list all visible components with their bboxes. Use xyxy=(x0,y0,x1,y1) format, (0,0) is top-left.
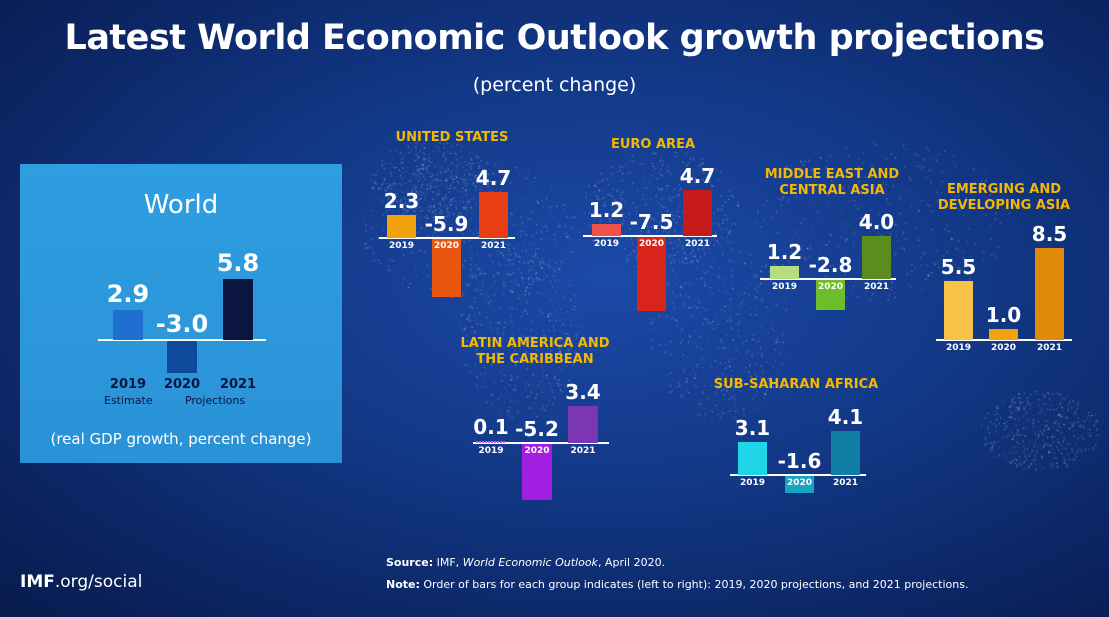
world-panel: World (real GDP growth, percent change) xyxy=(20,164,342,463)
bar-da-2021 xyxy=(1035,248,1064,340)
chart-title-ea: EURO AREA xyxy=(610,137,696,152)
page-title: Latest World Economic Outlook growth pro… xyxy=(64,18,1045,58)
chart-baseline-la xyxy=(473,442,609,444)
year-label-da-2020: 2020 xyxy=(990,343,1017,353)
value-label-us-2019: 2.3 xyxy=(383,189,420,214)
note-text: Order of bars for each group indicates (… xyxy=(423,578,969,591)
year-label-us-2021: 2021 xyxy=(480,241,507,251)
year-label-la-2020: 2020 xyxy=(524,446,550,456)
value-label-ssa-2021: 4.1 xyxy=(827,404,864,429)
year-label-da-2019: 2019 xyxy=(945,343,972,353)
bar-us-2020 xyxy=(432,239,461,297)
value-label-da-2019: 5.5 xyxy=(940,254,977,279)
bar-me-2019 xyxy=(770,266,799,279)
value-label-la-2020: -5.2 xyxy=(515,417,559,441)
bar-me-2020 xyxy=(816,280,845,311)
year-label-world-2019: 2019 xyxy=(109,377,147,392)
value-label-us-2021: 4.7 xyxy=(475,165,512,190)
brand-rest: .org/social xyxy=(54,572,143,592)
value-label-ea-2020: -7.5 xyxy=(629,210,674,234)
chart-baseline-ssa xyxy=(730,474,866,476)
year-label-ssa-2019: 2019 xyxy=(739,478,766,488)
chart-title-us: UNITED STATES xyxy=(395,130,509,145)
brand-bold: IMF xyxy=(20,572,55,592)
value-label-me-2020: -2.8 xyxy=(808,253,853,277)
chart-baseline-world xyxy=(98,339,266,341)
world-sublabel-projections: Projections xyxy=(184,394,246,407)
value-label-la-2021: 3.4 xyxy=(565,380,601,405)
world-sublabel-estimate: Estimate xyxy=(104,394,153,407)
year-label-ea-2019: 2019 xyxy=(593,239,620,249)
source-publication: World Economic Outlook xyxy=(462,556,598,569)
source-label: Source: xyxy=(386,556,434,569)
chart-baseline-ea xyxy=(583,235,717,237)
world-panel-title: World xyxy=(143,190,219,220)
chart-title-ssa: SUB-SAHARAN AFRICA xyxy=(713,377,879,392)
bar-la-2020 xyxy=(522,444,552,501)
year-label-la-2021: 2021 xyxy=(570,446,596,456)
bar-us-2019 xyxy=(387,215,416,238)
bar-world-2021 xyxy=(223,279,253,340)
source-text: IMF, xyxy=(436,556,463,569)
year-label-me-2021: 2021 xyxy=(863,282,890,292)
year-label-la-2019: 2019 xyxy=(478,446,504,456)
chart-title-la: LATIN AMERICA AND THE CARIBBEAN xyxy=(460,336,610,367)
chart-title-da: EMERGING AND DEVELOPING ASIA xyxy=(937,182,1071,213)
year-label-ea-2020: 2020 xyxy=(638,239,665,249)
bar-la-2021 xyxy=(568,406,598,443)
bar-ea-2021 xyxy=(683,189,712,236)
bar-ssa-2020 xyxy=(785,476,814,494)
value-label-world-2020: -3.0 xyxy=(155,310,209,338)
bar-us-2021 xyxy=(479,191,508,238)
source-note: Source: IMF, World Economic Outlook, Apr… xyxy=(386,556,665,569)
chart-baseline-us xyxy=(379,237,515,239)
value-label-da-2021: 8.5 xyxy=(1031,222,1068,247)
world-panel-caption: (real GDP growth, percent change) xyxy=(50,430,312,448)
value-label-ea-2021: 4.7 xyxy=(679,163,716,188)
year-label-ssa-2020: 2020 xyxy=(786,478,813,488)
value-label-world-2019: 2.9 xyxy=(106,279,150,308)
year-label-world-2021: 2021 xyxy=(219,377,257,392)
value-label-ea-2019: 1.2 xyxy=(588,198,625,223)
bar-ea-2020 xyxy=(637,237,666,311)
value-label-me-2019: 1.2 xyxy=(766,240,803,265)
year-label-me-2020: 2020 xyxy=(817,282,844,292)
bar-da-2019 xyxy=(944,280,973,340)
value-label-ssa-2019: 3.1 xyxy=(734,415,771,440)
bar-world-2019 xyxy=(113,309,143,340)
year-label-ssa-2021: 2021 xyxy=(832,478,859,488)
year-label-us-2019: 2019 xyxy=(388,241,415,251)
chart-title-me: MIDDLE EAST AND CENTRAL ASIA xyxy=(764,167,900,198)
year-label-ea-2021: 2021 xyxy=(684,239,711,249)
value-label-ssa-2020: -1.6 xyxy=(777,449,822,473)
year-label-me-2019: 2019 xyxy=(771,282,798,292)
year-label-world-2020: 2020 xyxy=(163,377,201,392)
bar-world-2020 xyxy=(167,341,197,373)
chart-baseline-me xyxy=(760,278,896,280)
footnote: Note: Order of bars for each group indic… xyxy=(386,578,968,591)
bar-ssa-2019 xyxy=(738,441,767,475)
bar-ssa-2021 xyxy=(831,430,860,475)
chart-baseline-da xyxy=(936,339,1072,341)
bar-me-2021 xyxy=(862,235,891,279)
value-label-me-2021: 4.0 xyxy=(858,209,895,234)
year-label-da-2021: 2021 xyxy=(1036,343,1063,353)
page-subtitle: (percent change) xyxy=(472,74,637,96)
bar-la-2019 xyxy=(476,441,506,443)
imf-social-link[interactable]: IMF.org/social xyxy=(20,572,142,592)
value-label-da-2020: 1.0 xyxy=(985,303,1022,328)
value-label-world-2021: 5.8 xyxy=(216,249,260,278)
year-label-us-2020: 2020 xyxy=(433,241,460,251)
bar-da-2020 xyxy=(989,329,1018,340)
value-label-la-2019: 0.1 xyxy=(473,415,509,439)
source-date: , April 2020. xyxy=(597,556,666,569)
note-label: Note: xyxy=(386,578,420,591)
value-label-us-2020: -5.9 xyxy=(424,212,469,236)
bar-ea-2019 xyxy=(592,224,621,236)
